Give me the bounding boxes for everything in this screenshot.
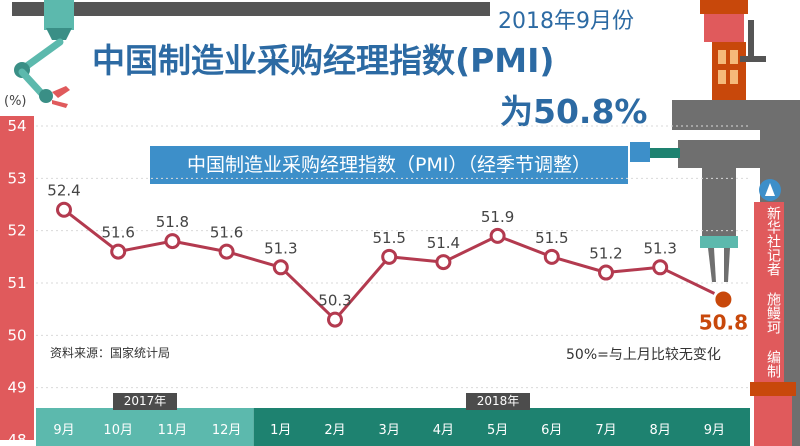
data-point	[715, 291, 732, 308]
x-tick-label: 9月	[704, 423, 725, 438]
data-labels: 52.4 51.6 51.8 51.6 51.3 50.3 51.5 51.4 51.9 51.5…	[47, 182, 748, 335]
x-tick-label: 11月	[158, 423, 188, 438]
x-tick-label: 4月	[433, 423, 454, 438]
data-label: 51.4	[427, 234, 460, 252]
x-tick-label: 3月	[379, 423, 400, 438]
y-tick-label: 50	[7, 326, 26, 344]
x-tick-label: 1月	[270, 423, 291, 438]
robot-arm-left-icon	[14, 0, 74, 108]
x-axis-band-2018	[253, 408, 750, 446]
data-label: 51.8	[156, 213, 189, 231]
data-label: 50.3	[318, 292, 351, 310]
data-label: 51.5	[372, 229, 405, 247]
data-point	[652, 259, 669, 276]
x-axis-band-2017	[36, 408, 254, 446]
data-point	[110, 243, 127, 260]
x-tick-label: 5月	[487, 423, 508, 438]
baseline-note: 50%=与上月比较无变化	[566, 347, 721, 363]
top-beam	[12, 2, 490, 16]
y-tick-label: 51	[7, 274, 26, 292]
y-axis-bar	[0, 116, 34, 440]
data-label: 52.4	[47, 182, 80, 200]
x-tick-label: 12月	[212, 423, 242, 438]
data-points	[56, 201, 732, 328]
year-label-2017: 2017年	[113, 393, 177, 410]
x-tick-label: 7月	[595, 423, 616, 438]
x-tick-label: 9月	[53, 423, 74, 438]
data-point	[272, 259, 289, 276]
data-label: 51.9	[481, 208, 514, 226]
data-source: 资料来源：国家统计局	[50, 346, 171, 360]
data-label: 51.3	[264, 239, 297, 257]
y-tick-label: 54	[7, 117, 26, 135]
y-axis: 54 53 52 51 50 49 48	[0, 116, 34, 446]
x-tick-label: 8月	[650, 423, 671, 438]
data-point	[327, 311, 343, 328]
y-axis-unit: (%)	[4, 94, 27, 109]
x-tick-label: 10月	[103, 423, 133, 438]
data-label: 51.5	[535, 229, 568, 247]
data-point	[543, 248, 560, 265]
y-tick-label: 53	[7, 169, 26, 187]
x-axis: 9月 10月 11月 12月 1月 2月 3月 4月 5月 6月 7月 8月 9月	[36, 408, 750, 446]
grid	[36, 125, 750, 389]
data-label: 50.8	[699, 310, 748, 334]
data-point	[489, 227, 506, 244]
data-label: 51.6	[210, 224, 243, 242]
data-point	[598, 264, 614, 281]
headline-value: 为50.8%	[500, 92, 648, 131]
data-label: 51.3	[643, 239, 676, 257]
x-tick-label: 2月	[324, 423, 345, 438]
data-label: 51.6	[101, 224, 134, 242]
y-tick-label: 52	[7, 222, 26, 240]
data-point	[381, 248, 398, 265]
y-tick-label: 48	[7, 431, 26, 446]
main-title: 中国制造业采购经理指数(PMI)	[92, 41, 555, 80]
data-label: 51.2	[589, 245, 622, 263]
data-point	[56, 201, 72, 218]
y-tick-label: 49	[7, 379, 26, 397]
report-date: 2018年9月份	[498, 9, 634, 34]
author-credit: 新华社记者 施鳗珂 编制	[765, 206, 781, 378]
data-point	[435, 254, 452, 271]
data-point	[218, 243, 235, 260]
series-banner: 中国制造业采购经理指数（PMI）（经季节调整）	[150, 146, 628, 184]
year-label-2018: 2018年	[466, 393, 530, 410]
x-tick-label: 6月	[541, 423, 562, 438]
factory-tower-icon	[630, 0, 800, 446]
data-point	[164, 233, 181, 250]
